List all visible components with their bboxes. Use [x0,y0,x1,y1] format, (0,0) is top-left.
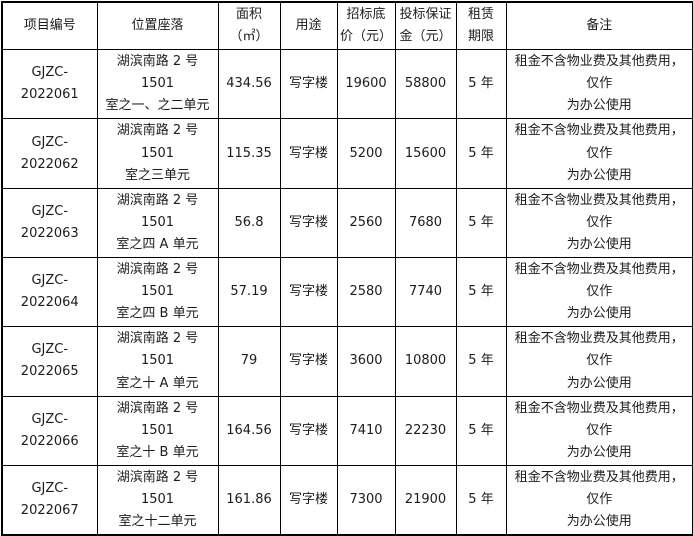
cell-area: 79 [217,326,281,397]
cell-location: 湖滨南路 2 号 1501 室之十二单元 [96,464,219,536]
cell-location: 湖滨南路 2 号 1501 室之三单元 [96,118,219,189]
cell-remark: 租金不含物业费及其他费用，仅作 为办公使用 [505,257,693,328]
cell-floor-price: 7410 [336,395,396,466]
table-header: 项目编号 位置座落 面积 （㎡） 用途 招标底 价（元） 投标保证 金（元） 租… [1,1,693,51]
cell-area: 161.86 [217,464,281,536]
cell-deposit: 10800 [394,326,457,397]
header-location: 位置座落 [96,1,219,51]
header-row: 项目编号 位置座落 面积 （㎡） 用途 招标底 价（元） 投标保证 金（元） 租… [1,1,693,51]
table-row: GJZC-2022061 湖滨南路 2 号 1501 室之一、之二单元 434.… [1,49,693,120]
cell-floor-price: 5200 [336,118,396,189]
cell-deposit: 7740 [394,257,457,328]
cell-use: 写字楼 [279,257,338,328]
cell-floor-price: 19600 [336,49,396,120]
cell-project-id: GJZC-2022067 [1,464,98,536]
cell-use: 写字楼 [279,326,338,397]
cell-area: 434.56 [217,49,281,120]
cell-lease-term: 5 年 [455,395,507,466]
header-area: 面积 （㎡） [217,1,281,51]
header-floor-price: 招标底 价（元） [336,1,396,51]
cell-location: 湖滨南路 2 号 1501 室之一、之二单元 [96,49,219,120]
table-row: GJZC-2022064 湖滨南路 2 号 1501 室之四 B 单元 57.1… [1,257,693,328]
header-remark: 备注 [505,1,693,51]
cell-remark: 租金不含物业费及其他费用，仅作 为办公使用 [505,464,693,536]
cell-remark: 租金不含物业费及其他费用，仅作 为办公使用 [505,187,693,259]
table-row: GJZC-2022065 湖滨南路 2 号 1501 室之十 A 单元 79 写… [1,326,693,397]
table-row: GJZC-2022063 湖滨南路 2 号 1501 室之四 A 单元 56.8… [1,187,693,259]
cell-area: 164.56 [217,395,281,466]
cell-project-id: GJZC-2022066 [1,395,98,466]
cell-deposit: 58800 [394,49,457,120]
header-project-id: 项目编号 [1,1,98,51]
table-row: GJZC-2022062 湖滨南路 2 号 1501 室之三单元 115.35 … [1,118,693,189]
cell-deposit: 22230 [394,395,457,466]
cell-lease-term: 5 年 [455,257,507,328]
table-body: GJZC-2022061 湖滨南路 2 号 1501 室之一、之二单元 434.… [1,49,693,536]
cell-deposit: 21900 [394,464,457,536]
cell-deposit: 7680 [394,187,457,259]
cell-lease-term: 5 年 [455,118,507,189]
cell-lease-term: 5 年 [455,187,507,259]
cell-lease-term: 5 年 [455,464,507,536]
cell-lease-term: 5 年 [455,49,507,120]
cell-project-id: GJZC-2022063 [1,187,98,259]
cell-project-id: GJZC-2022061 [1,49,98,120]
cell-project-id: GJZC-2022065 [1,326,98,397]
cell-location: 湖滨南路 2 号 1501 室之四 B 单元 [96,257,219,328]
cell-area: 115.35 [217,118,281,189]
cell-use: 写字楼 [279,464,338,536]
cell-area: 56.8 [217,187,281,259]
header-deposit: 投标保证 金（元） [394,1,457,51]
cell-floor-price: 7300 [336,464,396,536]
cell-location: 湖滨南路 2 号 1501 室之十 B 单元 [96,395,219,466]
table-row: GJZC-2022066 湖滨南路 2 号 1501 室之十 B 单元 164.… [1,395,693,466]
cell-remark: 租金不含物业费及其他费用，仅作 为办公使用 [505,326,693,397]
cell-use: 写字楼 [279,49,338,120]
header-lease-term: 租赁 期限 [455,1,507,51]
cell-remark: 租金不含物业费及其他费用，仅作 为办公使用 [505,395,693,466]
cell-remark: 租金不含物业费及其他费用，仅作 为办公使用 [505,118,693,189]
cell-project-id: GJZC-2022062 [1,118,98,189]
cell-floor-price: 2580 [336,257,396,328]
cell-use: 写字楼 [279,395,338,466]
cell-location: 湖滨南路 2 号 1501 室之十 A 单元 [96,326,219,397]
cell-remark: 租金不含物业费及其他费用，仅作 为办公使用 [505,49,693,120]
cell-use: 写字楼 [279,118,338,189]
cell-lease-term: 5 年 [455,326,507,397]
cell-area: 57.19 [217,257,281,328]
cell-use: 写字楼 [279,187,338,259]
header-use: 用途 [279,1,338,51]
cell-location: 湖滨南路 2 号 1501 室之四 A 单元 [96,187,219,259]
cell-deposit: 15600 [394,118,457,189]
table-row: GJZC-2022067 湖滨南路 2 号 1501 室之十二单元 161.86… [1,464,693,536]
cell-floor-price: 2560 [336,187,396,259]
cell-floor-price: 3600 [336,326,396,397]
cell-project-id: GJZC-2022064 [1,257,98,328]
